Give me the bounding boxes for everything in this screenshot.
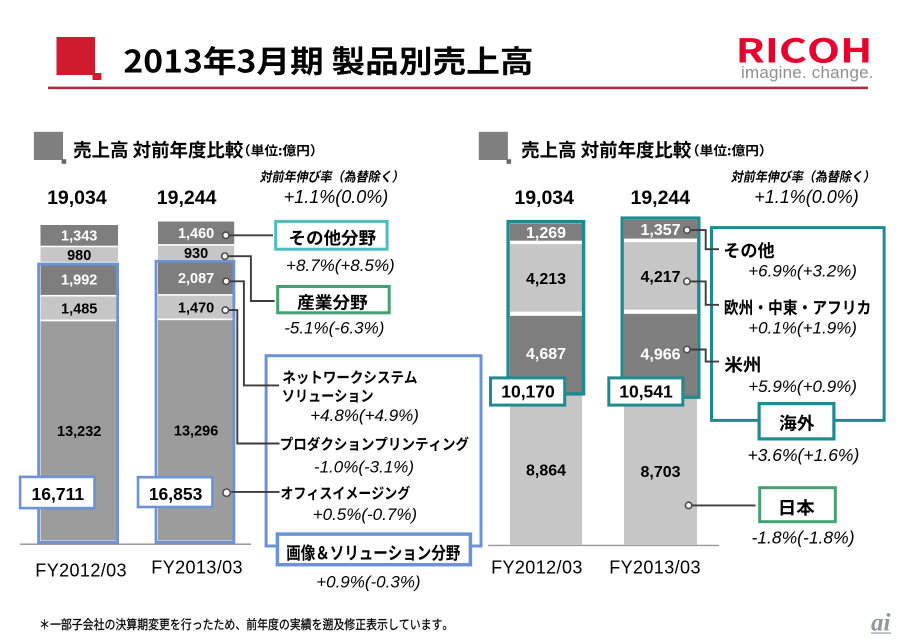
svg-text:8,864: 8,864 [526, 463, 566, 480]
svg-text:+8.7%(+8.5%): +8.7%(+8.5%) [286, 256, 395, 275]
svg-text:+6.9%(+3.2%): +6.9%(+3.2%) [748, 262, 857, 281]
svg-text:13,232: 13,232 [57, 424, 101, 440]
svg-text:-1.0%(-3.1%): -1.0%(-3.1%) [314, 458, 414, 477]
svg-text:8,703: 8,703 [640, 464, 680, 481]
svg-text:2,087: 2,087 [178, 271, 214, 287]
svg-text:+4.8%(+4.9%): +4.8%(+4.9%) [310, 406, 419, 425]
svg-text:FY2013/03: FY2013/03 [609, 558, 701, 578]
svg-text:+0.9%(-0.3%): +0.9%(-0.3%) [316, 573, 420, 592]
svg-text:19,244: 19,244 [630, 187, 690, 209]
svg-text:1,269: 1,269 [526, 225, 566, 242]
svg-text:4,213: 4,213 [526, 271, 566, 288]
svg-text:16,853: 16,853 [149, 484, 203, 504]
svg-text:imagine. change.: imagine. change. [741, 63, 874, 82]
svg-text:19,034: 19,034 [47, 187, 107, 209]
svg-text:4,217: 4,217 [640, 269, 680, 286]
svg-text:1,357: 1,357 [640, 222, 680, 239]
svg-text:FY2012/03: FY2012/03 [491, 558, 583, 578]
svg-text:1,470: 1,470 [178, 300, 214, 316]
svg-text:-5.1%(-6.3%): -5.1%(-6.3%) [284, 319, 384, 338]
svg-text:FY2013/03: FY2013/03 [151, 557, 243, 577]
svg-text:1,485: 1,485 [61, 301, 97, 317]
svg-text:-1.8%(-1.8%): -1.8%(-1.8%) [751, 528, 854, 548]
svg-text:4,966: 4,966 [640, 347, 680, 364]
svg-text:10,170: 10,170 [501, 381, 555, 401]
svg-text:+0.5%(-0.7%): +0.5%(-0.7%) [313, 505, 417, 524]
svg-text:+1.1%(0.0%): +1.1%(0.0%) [754, 187, 859, 207]
svg-text:980: 980 [67, 248, 91, 264]
svg-text:16,711: 16,711 [32, 484, 85, 504]
svg-text:4,687: 4,687 [526, 346, 566, 363]
svg-text:+1.1%(0.0%): +1.1%(0.0%) [284, 187, 389, 207]
svg-text:1,992: 1,992 [61, 272, 97, 288]
svg-text:+5.9%(+0.9%): +5.9%(+0.9%) [748, 377, 857, 396]
svg-text:ai: ai [871, 610, 891, 637]
svg-text:19,034: 19,034 [514, 187, 574, 209]
svg-text:10,541: 10,541 [619, 381, 673, 401]
svg-text:19,244: 19,244 [157, 187, 217, 209]
svg-text:1,343: 1,343 [61, 229, 97, 245]
svg-text:13,296: 13,296 [174, 424, 218, 440]
svg-text:+3.6%(+1.6%): +3.6%(+1.6%) [747, 445, 859, 465]
svg-text:FY2012/03: FY2012/03 [35, 561, 127, 581]
svg-text:1,460: 1,460 [178, 226, 214, 242]
svg-text:+0.1%(+1.9%): +0.1%(+1.9%) [748, 318, 857, 337]
svg-text:930: 930 [184, 246, 208, 262]
